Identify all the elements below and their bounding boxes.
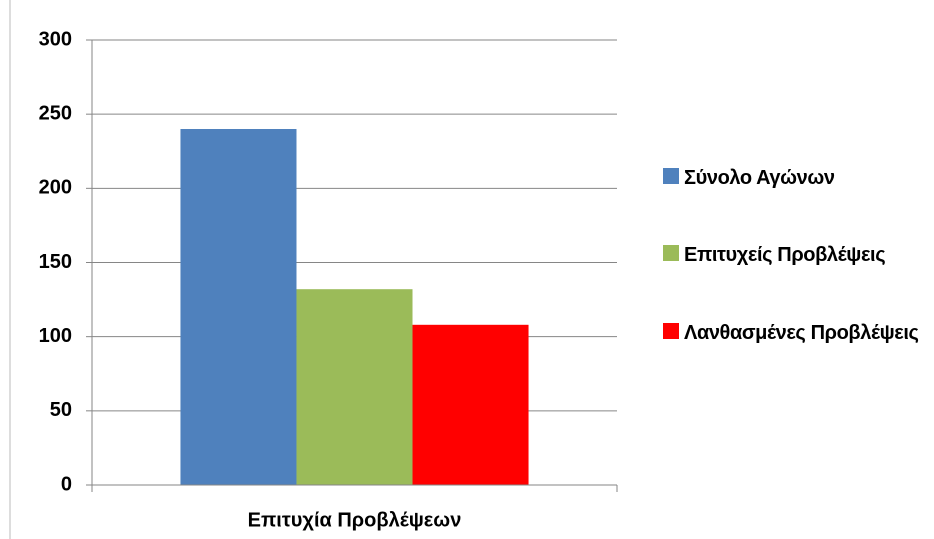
legend-label: Επιτυχείς Προβλέψεις bbox=[684, 244, 886, 266]
legend-swatch bbox=[663, 245, 679, 261]
y-tick-label: 150 bbox=[39, 251, 72, 273]
x-tick-label: Επιτυχία Προβλέψεων bbox=[248, 509, 462, 531]
legend-item: Επιτυχείς Προβλέψεις bbox=[663, 240, 924, 271]
legend-item: Λανθασμένες Προβλέψεις bbox=[663, 318, 924, 349]
y-tick-label: 200 bbox=[39, 177, 72, 199]
bar bbox=[180, 129, 297, 485]
legend-swatch bbox=[663, 323, 679, 339]
y-tick-label: 250 bbox=[39, 102, 72, 124]
legend-item: Σύνολο Αγώνων bbox=[663, 163, 924, 194]
y-tick-label: 100 bbox=[39, 325, 72, 347]
legend-label: Σύνολο Αγώνων bbox=[684, 167, 835, 189]
legend-label: Λανθασμένες Προβλέψεις bbox=[684, 322, 919, 344]
y-tick-label: 300 bbox=[39, 28, 72, 50]
y-tick-label: 0 bbox=[61, 473, 72, 495]
bar bbox=[296, 289, 413, 485]
bar bbox=[412, 324, 529, 485]
legend-swatch bbox=[663, 168, 679, 184]
y-tick-label: 50 bbox=[50, 399, 72, 421]
